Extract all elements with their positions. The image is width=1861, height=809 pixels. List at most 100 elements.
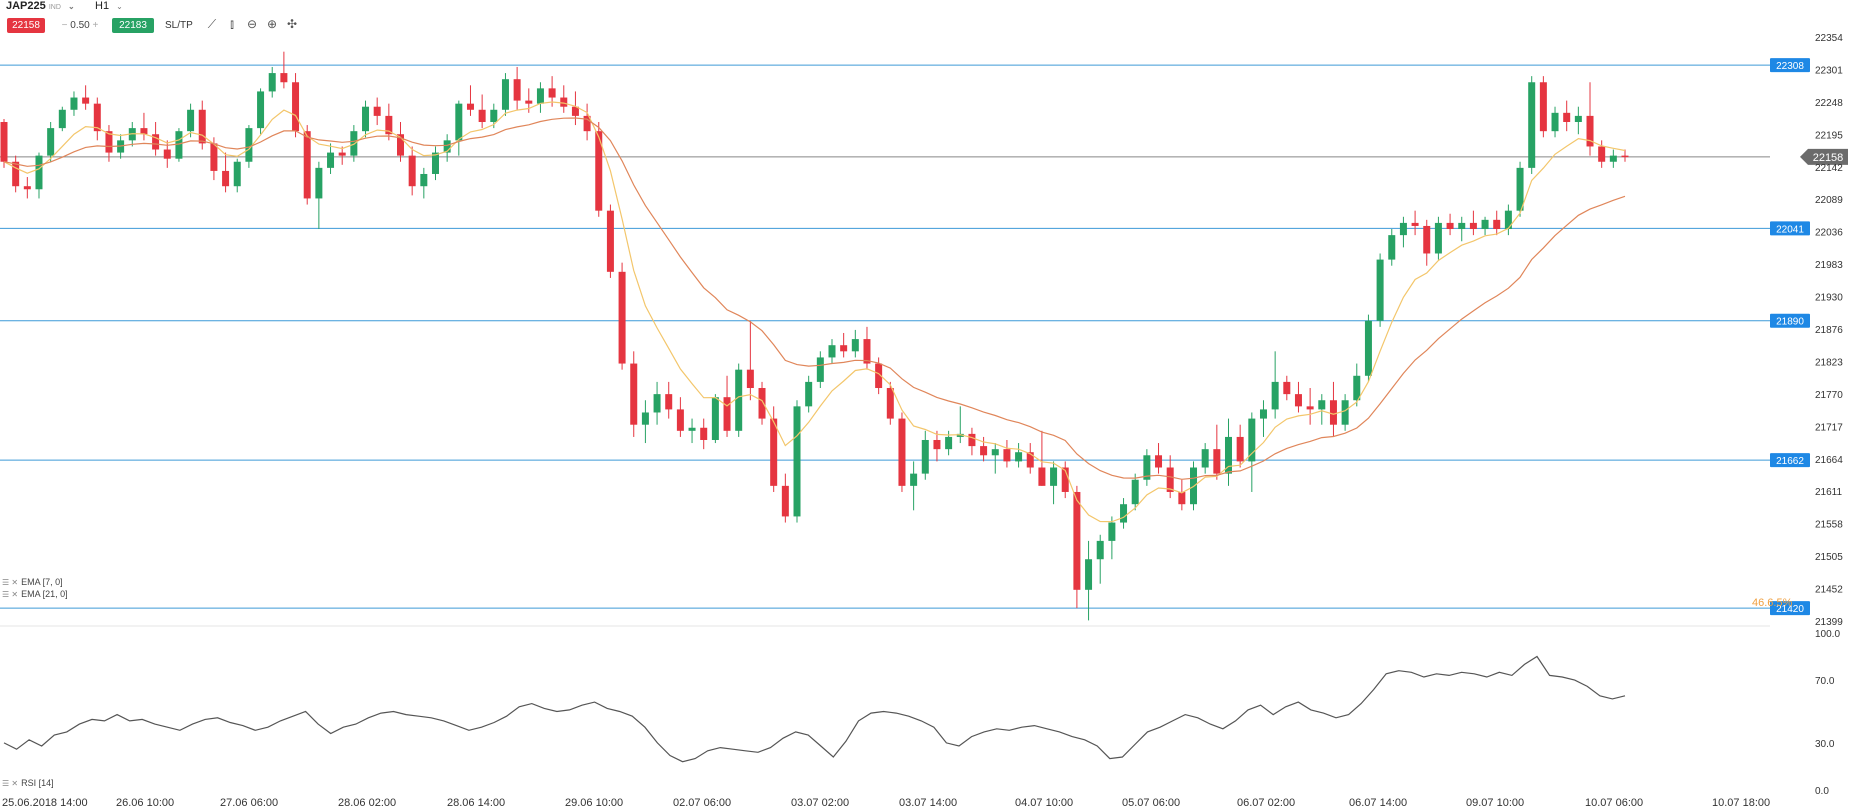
- candle-body: [1003, 449, 1011, 462]
- candle-body: [536, 88, 544, 104]
- candle-body: [758, 388, 766, 419]
- price-axis-label: 21452: [1815, 585, 1843, 596]
- chart-tools: ⟋ ⫾ ⊖ ⊕ ✣: [205, 17, 299, 32]
- time-axis-label: 03.07 14:00: [899, 797, 957, 809]
- level-tag: [1770, 221, 1810, 236]
- timeframe-selector[interactable]: H1 ⌄: [95, 0, 123, 12]
- menu-icon[interactable]: ☰ ✕: [2, 590, 19, 599]
- candle-body: [513, 79, 521, 101]
- candle-body: [1050, 467, 1058, 486]
- time-axis-label: 29.06 10:00: [565, 797, 623, 809]
- symbol-name: JAP225: [6, 0, 46, 12]
- candle-body: [840, 345, 848, 352]
- candle-body: [58, 109, 66, 129]
- candle-body: [490, 109, 498, 123]
- candle-body: [1411, 222, 1419, 226]
- candle-body: [1609, 155, 1617, 162]
- candle-body: [560, 97, 568, 107]
- level-tag: [1770, 453, 1810, 468]
- ema-slow-legend[interactable]: ☰ ✕ EMA [21, 0]: [2, 589, 68, 599]
- candle-body: [1621, 155, 1629, 158]
- candle-body: [1563, 112, 1571, 123]
- time-axis-label: 10.07 18:00: [1712, 797, 1770, 809]
- candle-body: [292, 82, 300, 132]
- candle-body: [1481, 219, 1489, 230]
- zoom-out-icon[interactable]: ⊖: [246, 17, 258, 31]
- lot-minus-button[interactable]: −: [61, 20, 68, 31]
- zoom-in-icon[interactable]: ⊕: [266, 17, 278, 31]
- candle-body: [1283, 381, 1291, 395]
- rsi-axis-label: 0.0: [1815, 786, 1829, 797]
- level-tag-label: 22308: [1776, 61, 1804, 72]
- sltp-button[interactable]: SL/TP: [165, 20, 193, 31]
- candle-body: [665, 394, 673, 410]
- candle-body: [1493, 219, 1501, 230]
- lot-plus-button[interactable]: +: [92, 20, 99, 31]
- candle-body: [1038, 467, 1046, 486]
- candle-body: [1248, 418, 1256, 462]
- level-tag-label: 22041: [1776, 224, 1804, 235]
- time-axis-label: 06.07 02:00: [1237, 797, 1295, 809]
- menu-icon[interactable]: ☰ ✕: [2, 779, 19, 788]
- rsi-axis-label: 100.0: [1815, 629, 1840, 640]
- candle-body: [1469, 222, 1477, 230]
- candle-body: [863, 339, 871, 364]
- time-axis-label: 06.07 14:00: [1349, 797, 1407, 809]
- price-axis-label: 21717: [1815, 422, 1843, 433]
- candle-body: [1458, 222, 1466, 230]
- ema-fast-line: [3, 101, 1626, 523]
- price-axis-label: 21876: [1815, 325, 1843, 336]
- candle-body: [1446, 222, 1454, 230]
- crosshair-icon[interactable]: ✣: [286, 17, 298, 31]
- menu-icon[interactable]: ☰ ✕: [2, 578, 19, 587]
- candle-body: [280, 73, 288, 83]
- candle-body: [1166, 467, 1174, 492]
- candle-body: [816, 357, 824, 382]
- candle-body: [583, 115, 591, 132]
- candle-body: [1259, 409, 1267, 419]
- chevron-down-icon: ⌄: [67, 2, 75, 11]
- candle-body: [688, 427, 696, 431]
- candle-body: [362, 106, 370, 132]
- time-axis-label: 05.07 06:00: [1122, 797, 1180, 809]
- candle-body: [1015, 452, 1023, 462]
- candle-body: [1539, 82, 1547, 132]
- price-axis-label: 21611: [1815, 487, 1843, 498]
- candle-body: [1353, 375, 1361, 401]
- candle-body: [397, 134, 405, 156]
- sell-button[interactable]: 22158: [7, 18, 45, 33]
- candle-body: [898, 418, 906, 486]
- candle-body: [257, 91, 265, 129]
- candle-body: [548, 88, 556, 98]
- candle-type-icon[interactable]: ⫾: [230, 17, 234, 31]
- candle-body: [641, 412, 649, 425]
- candle-body: [1271, 381, 1279, 410]
- candle-body: [1364, 320, 1372, 376]
- symbol-selector[interactable]: JAP225 IND ⌄: [6, 0, 75, 12]
- candle-body: [0, 122, 8, 162]
- candle-body: [525, 100, 533, 104]
- candle-body: [420, 173, 428, 187]
- candle-body: [1178, 491, 1186, 505]
- line-chart-icon[interactable]: ⟋: [207, 17, 217, 31]
- rsi-legend[interactable]: ☰ ✕ RSI [14]: [2, 778, 54, 788]
- candle-body: [1026, 452, 1034, 468]
- lot-size-stepper[interactable]: − 0.50 +: [60, 18, 100, 33]
- candle-body: [105, 131, 113, 153]
- candle-body: [606, 210, 614, 272]
- candle-body: [1108, 522, 1116, 541]
- candle-body: [676, 409, 684, 431]
- buy-button[interactable]: 22183: [112, 18, 154, 33]
- candle-body: [735, 369, 743, 431]
- candle-body: [140, 128, 148, 135]
- ema-fast-legend[interactable]: ☰ ✕ EMA [7, 0]: [2, 577, 63, 587]
- candle-body: [1073, 491, 1081, 590]
- current-price-tag: [1800, 148, 1848, 165]
- candle-body: [70, 97, 78, 110]
- candle-body: [443, 140, 451, 153]
- price-axis-label: 22248: [1815, 98, 1843, 109]
- candle-body: [175, 131, 183, 159]
- candle-body: [1131, 479, 1139, 505]
- time-axis-label: 28.06 02:00: [338, 797, 396, 809]
